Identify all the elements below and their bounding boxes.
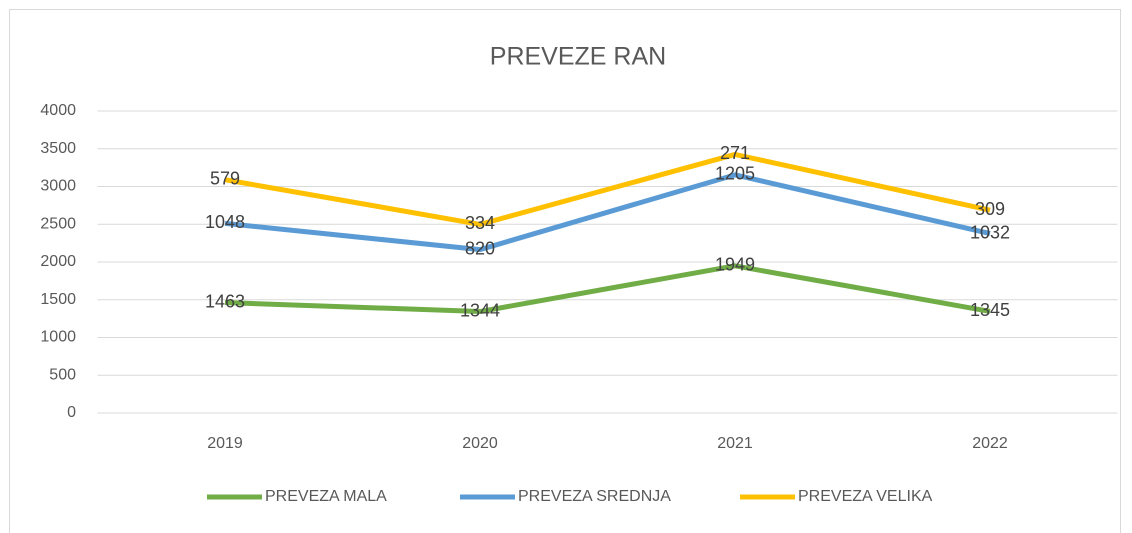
legend-label: PREVEZA SREDNJA bbox=[518, 488, 671, 505]
data-label: 579 bbox=[210, 168, 240, 188]
series-line bbox=[224, 151, 991, 227]
x-tick-label: 2020 bbox=[462, 435, 498, 452]
series-line bbox=[224, 172, 991, 253]
data-label: 1344 bbox=[460, 300, 500, 320]
series-line bbox=[224, 263, 991, 315]
y-tick-label: 3500 bbox=[40, 140, 76, 157]
data-label: 1345 bbox=[970, 300, 1010, 320]
y-tick-label: 2000 bbox=[40, 253, 76, 270]
y-tick-label: 500 bbox=[49, 366, 76, 383]
y-tick-label: 1500 bbox=[40, 291, 76, 308]
data-label: 820 bbox=[465, 238, 495, 258]
y-tick-label: 3000 bbox=[40, 178, 76, 195]
data-label: 1949 bbox=[715, 255, 755, 275]
y-tick-label: 2500 bbox=[40, 215, 76, 232]
x-tick-label: 2022 bbox=[972, 435, 1008, 452]
data-label: 334 bbox=[465, 213, 495, 233]
data-label: 309 bbox=[975, 199, 1005, 219]
x-tick-label: 2021 bbox=[717, 435, 753, 452]
legend-label: PREVEZA VELIKA bbox=[798, 488, 933, 505]
data-label: 1032 bbox=[970, 222, 1010, 242]
x-tick-label: 2019 bbox=[207, 435, 243, 452]
data-label: 1205 bbox=[715, 164, 755, 184]
data-label: 271 bbox=[720, 143, 750, 163]
y-tick-label: 0 bbox=[67, 404, 76, 421]
chart-title: PREVEZE RAN bbox=[490, 43, 666, 71]
y-tick-label: 4000 bbox=[40, 102, 76, 119]
y-tick-label: 1000 bbox=[40, 329, 76, 346]
data-label: 1048 bbox=[205, 212, 245, 232]
chart-frame bbox=[9, 9, 1121, 533]
data-label: 1463 bbox=[205, 291, 245, 311]
legend-label: PREVEZA MALA bbox=[265, 488, 387, 505]
